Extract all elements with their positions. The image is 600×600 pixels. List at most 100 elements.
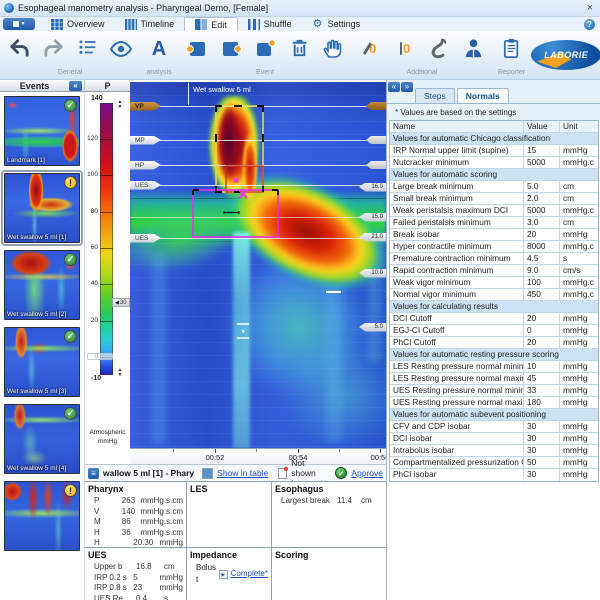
- event-thumbnail[interactable]: ✓ Landmark [1]: [4, 96, 80, 166]
- event-thumbnail[interactable]: ✓ Wet swallow 5 ml [2]: [4, 250, 80, 320]
- collapse-panel-icon[interactable]: «: [388, 82, 400, 92]
- landmark-tag[interactable]: MP: [130, 135, 161, 145]
- normals-row[interactable]: Failed peristalsis minimum 3.0 cm: [390, 217, 598, 229]
- chart-event-label: Wet swallow 5 ml: [193, 85, 251, 94]
- tab-overview[interactable]: Overview: [41, 17, 115, 31]
- landmark-tag[interactable]: UES: [130, 180, 161, 190]
- tab-icon: [247, 18, 260, 30]
- pan-hand-button[interactable]: [320, 35, 346, 62]
- normals-row[interactable]: Large break minimum 5.0 cm: [390, 181, 598, 193]
- delete-event-button[interactable]: [286, 35, 312, 62]
- show-in-table-link[interactable]: Show in table: [217, 468, 269, 478]
- position-tag[interactable]: 15.0: [359, 212, 386, 222]
- redo-button[interactable]: [40, 35, 66, 62]
- insert-event-button[interactable]: [252, 35, 278, 62]
- normals-row[interactable]: Small break minimum 2.0 cm: [390, 193, 598, 205]
- position-tag[interactable]: 5.0: [359, 322, 386, 332]
- normals-row[interactable]: DCI isobar 30 mmHg: [390, 433, 598, 445]
- position-tag[interactable]: 10.0: [359, 268, 386, 278]
- normals-row[interactable]: Nutcracker minimum 5000 mmHg.c: [390, 157, 598, 169]
- normals-row[interactable]: Weak vigor minimum 100 mmHg.c: [390, 277, 598, 289]
- position-tag[interactable]: 21.0: [359, 232, 386, 242]
- normals-row[interactable]: PhCI isobar 30 mmHg: [390, 469, 598, 481]
- normals-row[interactable]: Break isobar 20 mmHg: [390, 229, 598, 241]
- collapse-events-icon[interactable]: «: [69, 80, 82, 91]
- app-menu-button[interactable]: ▾: [3, 18, 35, 30]
- normals-row[interactable]: DCI Cutoff 20 mmHg: [390, 313, 598, 325]
- tab-settings[interactable]: ⚙ Settings: [302, 17, 371, 31]
- position-tag[interactable]: 16.0: [359, 182, 386, 192]
- normals-row[interactable]: Normal vigor minimum 450 mmHg.c: [390, 289, 598, 301]
- tab-steps[interactable]: Steps: [415, 88, 455, 103]
- approve-link[interactable]: Approve: [351, 468, 383, 478]
- help-icon[interactable]: ?: [584, 18, 595, 30]
- events-panel-header: Events «: [0, 80, 85, 92]
- pressure-topography-chart[interactable]: Wet swallow 5 ml VP MP HP UES UES 16.0 15.0 21…: [130, 82, 386, 448]
- close-icon[interactable]: ×: [586, 2, 593, 14]
- event-thumbnail[interactable]: ! Wet swallow 5 ml [1]: [1, 170, 83, 246]
- scale-min-stepper[interactable]: ▲ ▼: [117, 367, 123, 378]
- isobar-marker[interactable]: ◀ 30: [112, 298, 130, 307]
- landmark-tag[interactable]: HP: [130, 160, 161, 170]
- hp-right-arrow-icon[interactable]: [366, 161, 386, 169]
- chart-annotations[interactable]: [130, 82, 386, 448]
- normals-row[interactable]: Intrabolus isobar 30 mmHg: [390, 445, 598, 457]
- complete-link[interactable]: Complete*: [230, 569, 268, 578]
- normals-row[interactable]: Values for automatic resting pressure sc…: [390, 349, 598, 361]
- event-list-button[interactable]: [74, 35, 100, 62]
- pressure-colorbar[interactable]: [100, 103, 113, 375]
- event-start-marker[interactable]: [188, 83, 189, 105]
- tab-normals[interactable]: Normals: [456, 88, 509, 103]
- normals-table: Name Value Unit Values for automatic Chi…: [389, 120, 599, 482]
- event-thumbnail[interactable]: ✓ Wet swallow 5 ml [3]: [4, 327, 80, 397]
- event-thumbnail[interactable]: !: [4, 481, 80, 551]
- normals-row[interactable]: Values for automatic scoring: [390, 169, 598, 181]
- metric-row: UES Re 0.4 s: [94, 593, 168, 600]
- normals-row[interactable]: Values for automatic Chicago classificat…: [390, 133, 598, 145]
- normals-row[interactable]: Rapid contraction minimum 9.0 cm/s: [390, 265, 598, 277]
- tab-timeline[interactable]: Timeline: [115, 17, 185, 31]
- reporter-button[interactable]: [498, 35, 524, 62]
- normals-row[interactable]: Hyper contractile minimum 8000 mmHg.c: [390, 241, 598, 253]
- undo-button[interactable]: [6, 35, 32, 62]
- scale-max-stepper[interactable]: ▲ ▼: [117, 99, 123, 110]
- play-icon[interactable]: ▶: [219, 569, 228, 579]
- tab-shuffle[interactable]: Shuffle: [238, 17, 302, 31]
- landmark-tag[interactable]: VP: [130, 101, 161, 111]
- expand-panel-icon[interactable]: »: [401, 82, 413, 92]
- insert-event-start-button[interactable]: [184, 35, 210, 62]
- group-label-event: Event: [256, 69, 274, 76]
- landmark-tag[interactable]: UES: [130, 233, 161, 243]
- normals-row[interactable]: Values for automatic subevent positionin…: [390, 409, 598, 421]
- mp-right-arrow-icon[interactable]: [366, 136, 386, 144]
- group-label-general: General: [57, 69, 83, 76]
- analysis-button[interactable]: A: [146, 35, 172, 62]
- normals-row[interactable]: Compartmentalized pressurization CDP 50 …: [390, 457, 598, 469]
- event-thumbnail[interactable]: ✓ Wet swallow 5 ml [4]: [4, 404, 80, 474]
- event-menu-icon[interactable]: ≡: [88, 467, 99, 479]
- normals-row[interactable]: Premature contraction minimum 4.5 s: [390, 253, 598, 265]
- normals-row[interactable]: LES Resting pressure normal minimum 10 m…: [390, 361, 598, 373]
- normals-row[interactable]: PhCI Cutoff 20 mmHg: [390, 337, 598, 349]
- approve-check-icon[interactable]: ✓: [335, 467, 348, 479]
- patient-button[interactable]: [460, 35, 486, 62]
- normals-row[interactable]: LES Resting pressure normal maximum 45 m…: [390, 373, 598, 385]
- tab-icon: [124, 18, 137, 30]
- normals-row[interactable]: UES Resting pressure normal maximum 180 …: [390, 397, 598, 409]
- normals-row[interactable]: EGJ-CI Cutoff 0 mmHg: [390, 325, 598, 337]
- tab-edit[interactable]: Edit: [184, 17, 238, 31]
- les-title: LES: [190, 484, 208, 494]
- vp-right-arrow-icon[interactable]: [366, 102, 386, 110]
- app-menu-icon: [13, 21, 20, 27]
- normals-row[interactable]: Values for calculating results: [390, 301, 598, 313]
- normals-row[interactable]: IRP Normal upper limit (supine) 15 mmHg: [390, 145, 598, 157]
- view-eye-button[interactable]: [108, 35, 134, 62]
- marker-count-button[interactable]: 0: [358, 35, 384, 62]
- normals-row[interactable]: CFV and CDP isobar 30 mmHg: [390, 421, 598, 433]
- annotation-count-button[interactable]: 0: [392, 35, 418, 62]
- insert-event-end-button[interactable]: [218, 35, 244, 62]
- normals-row[interactable]: UES Resting pressure normal minimum 33 m…: [390, 385, 598, 397]
- normals-row[interactable]: Weak peristalsis maximum DCI 5000 mmHg.c: [390, 205, 598, 217]
- anatomy-button[interactable]: [426, 35, 452, 62]
